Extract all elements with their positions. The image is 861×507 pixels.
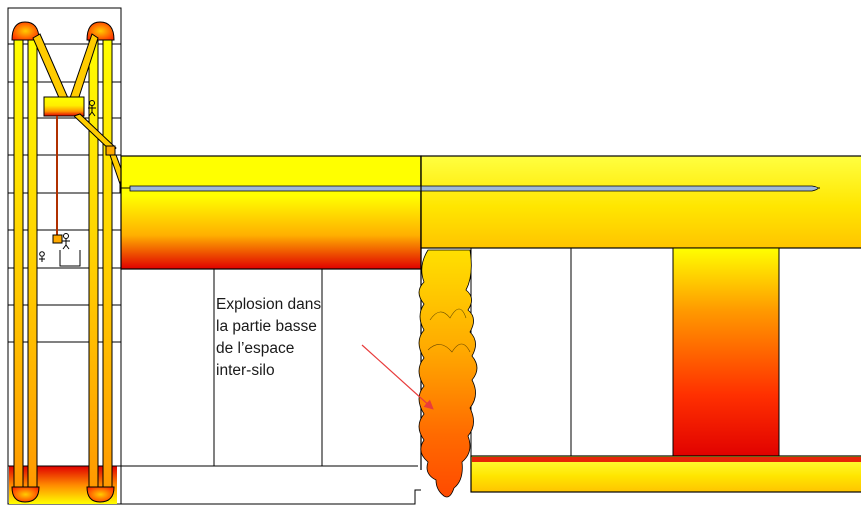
discharge-chute	[73, 113, 117, 153]
tower-floor-lines	[8, 43, 121, 467]
distributor-box	[43, 96, 85, 117]
maintenance-platform	[59, 250, 81, 267]
elevator-leg-right-a	[88, 31, 99, 488]
elevator-leg-left-b	[27, 31, 38, 488]
silo-cells-right	[470, 247, 780, 459]
worker-figure-icon	[88, 100, 96, 117]
annotation-line-4: inter-silo	[216, 362, 275, 379]
annotation-line-2: la partie basse	[216, 318, 317, 335]
bucket-elevator-tower	[7, 7, 133, 505]
chute-gate	[105, 145, 116, 156]
hot-silo-column	[672, 247, 780, 459]
annotation-line-3: de l’espace	[216, 340, 295, 357]
silo-cells-left	[121, 269, 421, 505]
elevator-leg-right-b	[102, 31, 113, 488]
pointer-arrow-icon	[361, 344, 434, 410]
flame-inner-detail	[427, 308, 471, 353]
explosion-annotation: Explosion dans la partie basse de l’espa…	[216, 294, 406, 382]
elevator-head-left	[11, 21, 40, 41]
elevator-leg-left-a	[13, 31, 24, 488]
upper-gallery-left	[120, 155, 422, 270]
elevator-boot-right	[86, 486, 115, 503]
hoist-hook	[52, 234, 63, 244]
annotation-line-1: Explosion dans	[216, 296, 322, 313]
elevator-boot-left	[11, 486, 40, 503]
explosion-flame-icon	[418, 249, 478, 498]
worker-figure-icon	[39, 251, 45, 262]
worker-figure-icon	[62, 233, 70, 250]
upper-gallery-right	[420, 155, 861, 249]
belt-conveyor	[129, 185, 819, 192]
